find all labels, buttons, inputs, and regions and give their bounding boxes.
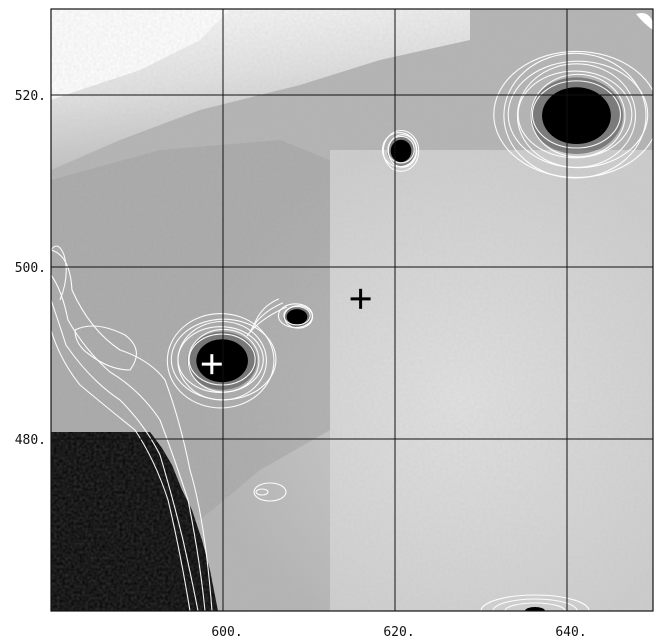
- contour-line: [382, 129, 420, 172]
- contour-line: [51, 329, 191, 611]
- contour-line: [255, 488, 269, 496]
- contour-line: [51, 274, 206, 611]
- contour-line: [51, 249, 213, 611]
- grid: [51, 9, 653, 611]
- x-axis-ticks: 600. 620. 640.: [211, 625, 586, 640]
- dark-sources: [187, 77, 623, 390]
- image-area: [51, 9, 653, 611]
- contour-line: [170, 318, 277, 401]
- dark-source: [196, 339, 248, 383]
- contour-line: [249, 302, 284, 332]
- contour-line: [166, 312, 275, 409]
- contour-line: [517, 70, 633, 159]
- x-tick-label: 620.: [383, 625, 414, 640]
- dark-source: [542, 87, 611, 145]
- x-tick-label: 600.: [211, 625, 242, 640]
- contours: [51, 50, 653, 611]
- dark-source: [286, 309, 308, 325]
- contour-line: [51, 245, 67, 301]
- contour-line: [253, 482, 287, 502]
- contour-line: [74, 325, 137, 371]
- contour-line: [387, 135, 415, 164]
- y-tick-label: 480.: [15, 433, 46, 448]
- y-tick-label: 500.: [15, 261, 46, 276]
- contour-line: [188, 333, 256, 386]
- contour-line: [530, 73, 626, 158]
- contour-line: [277, 303, 314, 329]
- markers: [201, 288, 371, 375]
- contour-line: [480, 594, 590, 611]
- white-spot-top-right: [636, 13, 653, 30]
- contour-line: [504, 602, 566, 611]
- contour-line: [246, 306, 288, 337]
- contour-line: [507, 60, 649, 169]
- plot-frame: [50, 8, 654, 612]
- dark-source: [390, 139, 412, 163]
- contour-line: [252, 298, 280, 328]
- contour-line: [381, 132, 418, 168]
- contour-line: [493, 50, 653, 179]
- contour-line: [51, 299, 199, 611]
- contour-line: [531, 80, 622, 149]
- contour-line: [492, 598, 578, 611]
- contour-line: [283, 305, 311, 326]
- y-tick-label: 520.: [15, 89, 46, 104]
- bottom-edge-source: [525, 607, 545, 611]
- x-tick-label: 640.: [555, 625, 586, 640]
- y-axis-ticks: 520. 500. 480.: [15, 89, 46, 448]
